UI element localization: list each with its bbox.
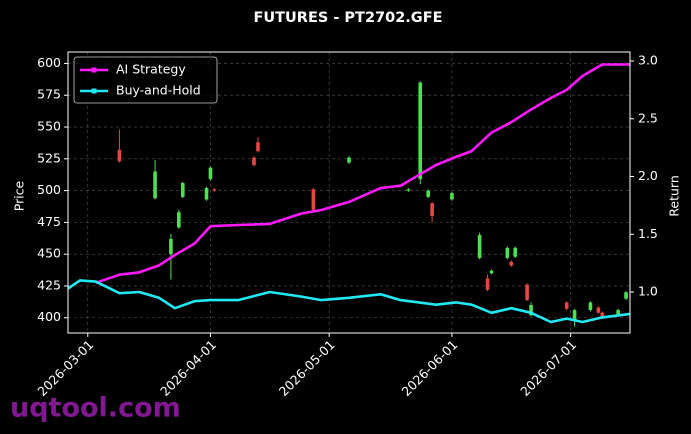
y-tick-label: 525 bbox=[37, 150, 61, 165]
line-series bbox=[95, 63, 630, 285]
candle-body bbox=[600, 312, 605, 318]
chart-title: FUTURES - PT2702.GFE bbox=[253, 10, 442, 26]
line-series bbox=[67, 279, 631, 324]
candle-body bbox=[513, 247, 518, 257]
y-tick-label: 550 bbox=[37, 119, 61, 134]
candle-body bbox=[505, 247, 510, 258]
y2-tick-label: 2.5 bbox=[638, 110, 658, 125]
candle-body bbox=[212, 189, 217, 191]
candle-body bbox=[489, 270, 494, 274]
plot-frame bbox=[67, 51, 631, 334]
candle-body bbox=[180, 182, 185, 197]
legend-marker bbox=[91, 88, 97, 94]
candle-body bbox=[450, 193, 454, 200]
candle-body bbox=[311, 189, 316, 210]
candle-body bbox=[252, 157, 256, 166]
candle-body bbox=[588, 302, 593, 311]
candle-body bbox=[477, 235, 482, 258]
y-tick-label: 425 bbox=[37, 277, 61, 292]
candle-body bbox=[204, 188, 209, 200]
candle-body bbox=[418, 82, 423, 180]
legend-box bbox=[73, 56, 218, 104]
candle-body bbox=[596, 307, 601, 313]
candle-body bbox=[208, 167, 213, 180]
y2-axis-label: Return bbox=[667, 175, 682, 216]
candle-body bbox=[430, 203, 434, 217]
candle-body bbox=[572, 310, 577, 321]
candle-body bbox=[616, 310, 620, 316]
candle-body bbox=[529, 305, 533, 316]
candle-body bbox=[509, 261, 514, 266]
candle-body bbox=[426, 190, 430, 197]
watermark: uqtool.com bbox=[10, 393, 181, 424]
y-tick-label: 575 bbox=[37, 87, 61, 102]
y2-tick-label: 2.0 bbox=[638, 168, 658, 183]
y2-tick-label: 3.0 bbox=[638, 53, 658, 68]
candle-body bbox=[177, 212, 181, 228]
candle-body bbox=[347, 157, 351, 163]
legend-label: AI Strategy bbox=[116, 62, 186, 77]
candle-body bbox=[564, 302, 569, 309]
candle-body bbox=[406, 189, 411, 191]
y-tick-label: 600 bbox=[37, 55, 61, 70]
candle-body bbox=[624, 292, 628, 299]
y2-tick-label: 1.5 bbox=[638, 226, 658, 241]
candle-body bbox=[485, 278, 490, 290]
y-tick-label: 500 bbox=[37, 182, 61, 197]
candle-body bbox=[256, 142, 260, 152]
y-tick-label: 450 bbox=[37, 246, 61, 261]
candle-body bbox=[525, 284, 529, 300]
legend-marker bbox=[91, 67, 97, 73]
y-axis-label: Price bbox=[12, 180, 27, 211]
y-tick-label: 400 bbox=[37, 309, 61, 324]
candle-body bbox=[117, 149, 122, 162]
y-tick-label: 475 bbox=[37, 214, 61, 229]
candle-body bbox=[169, 238, 173, 255]
candle-body bbox=[153, 171, 157, 199]
y2-tick-label: 1.0 bbox=[638, 283, 658, 298]
legend-label: Buy-and-Hold bbox=[116, 83, 201, 98]
